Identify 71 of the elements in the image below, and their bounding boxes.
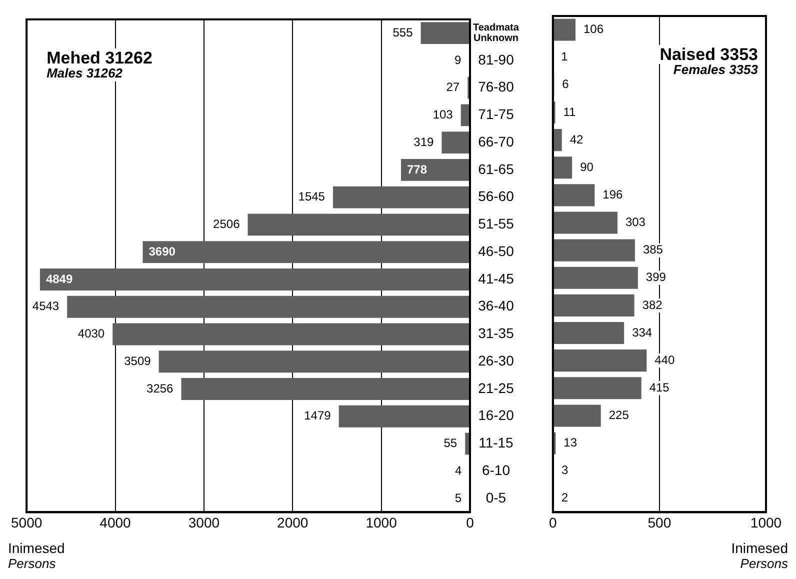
y-tick-label: 71-75 xyxy=(478,106,514,122)
data-label: 90 xyxy=(580,160,594,174)
x-tick-label: 3000 xyxy=(188,514,220,530)
x-axis-title: Inimesed xyxy=(8,540,65,556)
data-label: 225 xyxy=(608,408,630,422)
y-tick-label: 81-90 xyxy=(478,51,514,68)
data-label: 319 xyxy=(414,134,434,149)
text: Persons xyxy=(740,556,788,571)
x-tick-label: 1000 xyxy=(750,514,782,530)
y-tick-label: 76-80 xyxy=(478,78,514,95)
data-label: 385 xyxy=(642,242,664,257)
x-tick-label: 0 xyxy=(548,514,557,530)
data-label: 42 xyxy=(570,132,584,146)
x-tick-label: 4000 xyxy=(100,514,132,530)
data-label: 3509 xyxy=(124,354,152,368)
y-tick-label: 56-60 xyxy=(478,188,514,204)
data-label: 382 xyxy=(642,298,663,312)
data-label: 103 xyxy=(432,108,454,122)
y-tick-label: 61-65 xyxy=(478,160,514,177)
data-label: 55 xyxy=(444,436,458,450)
y-tick-label: 0-5 xyxy=(486,489,506,506)
x-tick-label: 2000 xyxy=(277,514,308,530)
data-label: 2 xyxy=(561,490,568,505)
x-axis-title: Inimesed xyxy=(731,540,788,556)
y-tick-label: 16-20 xyxy=(478,407,514,424)
y-tick-label: 51-55 xyxy=(478,216,514,232)
text: Males 31262 xyxy=(46,65,124,80)
data-label: 196 xyxy=(602,187,624,202)
data-label: 334 xyxy=(632,325,652,340)
y-tick-label: 46-50 xyxy=(478,242,514,259)
data-label: 1479 xyxy=(304,408,332,423)
data-label: 555 xyxy=(392,25,414,40)
data-label: 4 xyxy=(454,463,462,478)
data-label: 3 xyxy=(562,463,569,478)
text: Mehed 31262 xyxy=(46,48,152,68)
data-label: 4543 xyxy=(32,299,60,314)
data-label: 27 xyxy=(446,80,460,94)
data-label: 4849 xyxy=(46,272,73,286)
data-label: 9 xyxy=(454,52,462,67)
data-label: 4030 xyxy=(78,326,105,341)
y-tick-label: 21-25 xyxy=(478,380,514,396)
y-tick-label: 26-30 xyxy=(478,352,514,368)
data-label: 415 xyxy=(649,380,670,394)
y-tick-label: 31-35 xyxy=(478,325,514,342)
data-label: 3256 xyxy=(146,381,174,396)
x-tick-label: 1000 xyxy=(366,514,398,530)
x-tick-label: 0 xyxy=(466,514,474,530)
text: Persons xyxy=(8,556,56,571)
x-tick-label: 500 xyxy=(648,514,672,530)
data-label: 440 xyxy=(654,352,676,367)
data-label: 6 xyxy=(562,77,570,92)
y-tick-label: 6-10 xyxy=(482,462,510,478)
data-label: 13 xyxy=(564,436,578,450)
data-label: 11 xyxy=(563,104,576,119)
y-tick-label: 11-15 xyxy=(478,434,514,451)
data-label: 5 xyxy=(454,490,462,505)
y-tick-label: Teadmata Unknown xyxy=(472,22,520,44)
x-tick-label: 5000 xyxy=(10,514,42,530)
data-label: 106 xyxy=(583,22,604,36)
data-label: 778 xyxy=(407,162,428,176)
data-label: 2506 xyxy=(213,217,240,232)
data-label: 3690 xyxy=(148,244,176,258)
data-label: 1545 xyxy=(298,190,326,204)
data-label: 399 xyxy=(646,270,666,284)
data-label: 1 xyxy=(561,50,568,64)
y-tick-label: 41-45 xyxy=(478,270,514,286)
data-label: 303 xyxy=(625,215,646,230)
y-tick-label: 36-40 xyxy=(478,298,514,314)
text: Naised 3353 xyxy=(660,45,758,64)
y-tick-label: 66-70 xyxy=(478,133,514,150)
text: Females 3353 xyxy=(673,62,759,77)
